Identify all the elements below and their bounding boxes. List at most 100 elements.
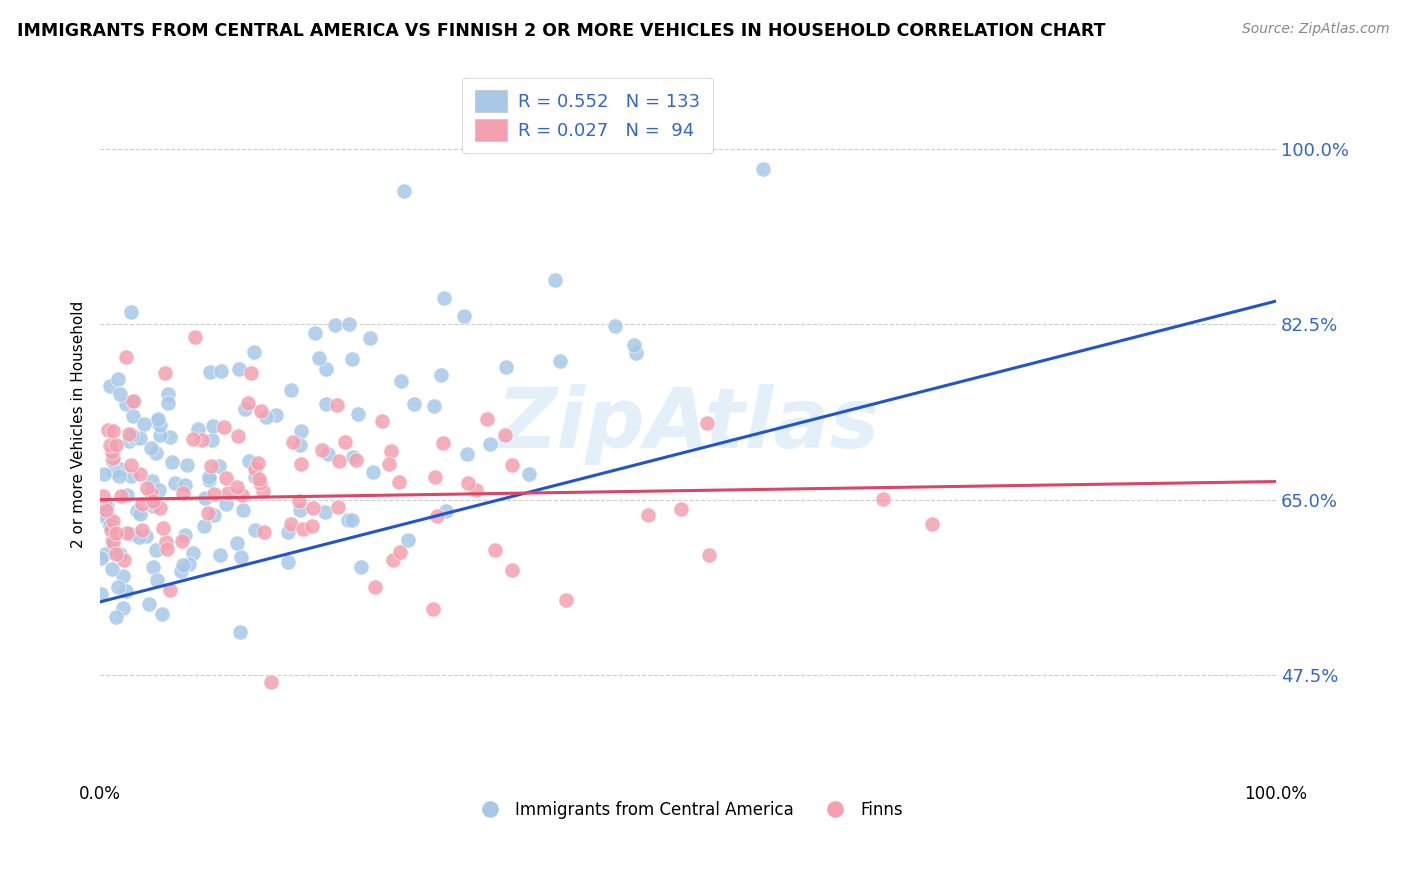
Point [434,504,457,518]
Point [378,457,401,471]
Point [260,675,283,690]
Point [118,434,141,449]
Point [201,434,224,448]
Text: IMMIGRANTS FROM CENTRAL AMERICA VS FINNISH 2 OR MORE VEHICLES IN HOUSEHOLD CORRE: IMMIGRANTS FROM CENTRAL AMERICA VS FINNI… [17,22,1105,40]
Point [107,372,129,386]
Point [187,422,209,436]
Point [623,338,645,352]
Point [228,361,250,376]
Point [380,444,402,458]
Point [122,431,145,445]
Point [280,383,302,397]
Point [245,462,267,476]
Point [141,475,163,489]
Point [115,583,138,598]
Point [301,501,323,516]
Point [146,412,169,426]
Point [243,523,266,537]
Point [432,436,454,450]
Text: Source: ZipAtlas.com: Source: ZipAtlas.com [1241,22,1389,37]
Point [191,433,214,447]
Point [194,491,217,505]
Point [495,359,517,374]
Point [98,517,121,532]
Point [215,497,238,511]
Point [396,533,419,547]
Point [172,485,194,500]
Point [544,273,567,287]
Point [453,309,475,323]
Point [238,396,260,410]
Point [323,318,346,332]
Point [290,457,312,471]
Point [112,569,135,583]
Point [254,410,277,425]
Point [207,458,229,473]
Point [104,609,127,624]
Point [517,467,540,482]
Point [200,458,222,473]
Point [288,502,311,516]
Point [247,472,270,486]
Point [308,351,330,365]
Point [548,354,571,368]
Point [165,475,187,490]
Point [150,607,173,621]
Point [115,488,138,502]
Legend: Immigrants from Central America, Finns: Immigrants from Central America, Finns [467,794,910,825]
Point [494,427,516,442]
Point [181,432,204,446]
Point [120,527,142,541]
Point [247,456,270,470]
Point [422,602,444,616]
Point [146,573,169,587]
Point [696,416,718,430]
Point [152,521,174,535]
Point [101,453,124,467]
Point [96,498,118,512]
Point [202,487,225,501]
Point [478,437,501,451]
Point [90,587,112,601]
Point [555,593,578,607]
Point [501,563,523,577]
Point [226,535,249,549]
Point [108,547,131,561]
Point [107,580,129,594]
Point [328,500,350,514]
Point [120,469,142,483]
Point [105,437,128,451]
Point [359,331,381,345]
Point [361,466,384,480]
Point [125,504,148,518]
Point [148,483,170,497]
Point [142,493,165,508]
Point [94,499,117,513]
Point [637,508,659,522]
Point [290,424,312,438]
Point [101,533,124,548]
Point [389,545,412,559]
Point [103,451,125,466]
Point [90,551,112,566]
Point [325,398,347,412]
Point [280,517,302,532]
Point [174,478,197,492]
Point [245,469,267,483]
Point [98,516,121,531]
Point [97,423,120,437]
Point [751,161,773,176]
Point [101,444,124,458]
Point [391,374,413,388]
Point [200,366,222,380]
Point [214,420,236,434]
Point [266,408,288,422]
Point [96,509,118,524]
Point [112,601,135,615]
Point [238,453,260,467]
Point [228,429,250,443]
Point [108,468,131,483]
Point [156,396,179,410]
Point [128,531,150,545]
Point [669,501,692,516]
